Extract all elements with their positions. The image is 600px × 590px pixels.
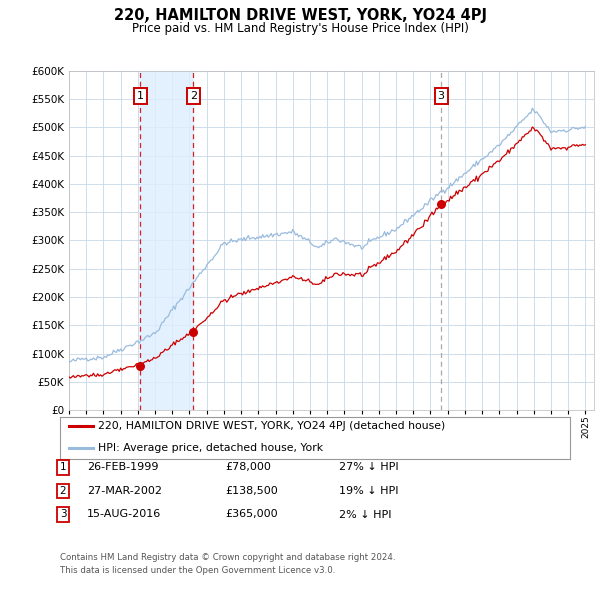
Text: 1: 1 (137, 91, 144, 101)
Text: 220, HAMILTON DRIVE WEST, YORK, YO24 4PJ (detached house): 220, HAMILTON DRIVE WEST, YORK, YO24 4PJ… (98, 421, 445, 431)
Text: 2: 2 (59, 486, 67, 496)
Text: 27% ↓ HPI: 27% ↓ HPI (339, 463, 398, 472)
Text: 19% ↓ HPI: 19% ↓ HPI (339, 486, 398, 496)
Text: 1: 1 (59, 463, 67, 472)
Text: HPI: Average price, detached house, York: HPI: Average price, detached house, York (98, 444, 323, 453)
Text: £138,500: £138,500 (225, 486, 278, 496)
Bar (140, 71, 193, 410)
Text: 3: 3 (437, 91, 445, 101)
Text: Price paid vs. HM Land Registry's House Price Index (HPI): Price paid vs. HM Land Registry's House … (131, 22, 469, 35)
Text: 27-MAR-2002: 27-MAR-2002 (87, 486, 162, 496)
Text: 15-AUG-2016: 15-AUG-2016 (87, 510, 161, 519)
Text: 2: 2 (190, 91, 197, 101)
Text: This data is licensed under the Open Government Licence v3.0.: This data is licensed under the Open Gov… (60, 566, 335, 575)
Text: 3: 3 (59, 510, 67, 519)
Text: 2% ↓ HPI: 2% ↓ HPI (339, 510, 391, 519)
Text: £78,000: £78,000 (225, 463, 271, 472)
Text: Contains HM Land Registry data © Crown copyright and database right 2024.: Contains HM Land Registry data © Crown c… (60, 553, 395, 562)
Text: 26-FEB-1999: 26-FEB-1999 (87, 463, 158, 472)
Text: £365,000: £365,000 (225, 510, 278, 519)
Text: 220, HAMILTON DRIVE WEST, YORK, YO24 4PJ: 220, HAMILTON DRIVE WEST, YORK, YO24 4PJ (113, 8, 487, 23)
